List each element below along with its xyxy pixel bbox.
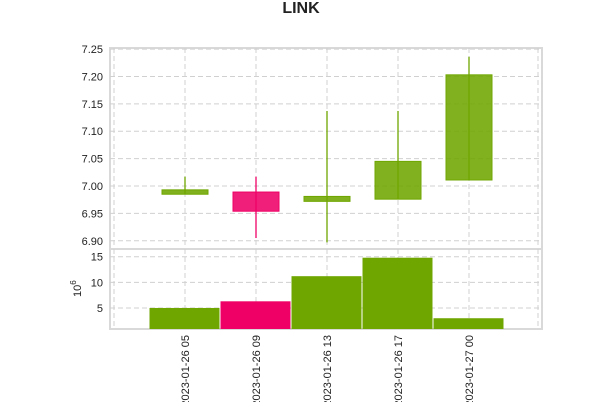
x-tick-label: 2023-01-26 05 xyxy=(180,335,192,402)
volume-axis-label: 106 xyxy=(69,280,84,297)
x-tick-label: 2023-01-26 17 xyxy=(393,335,405,402)
price-tick-label: 7.00 xyxy=(82,181,103,193)
chart-title: LINK xyxy=(282,0,320,17)
volume-axis-ticks: 5 10 15 xyxy=(91,252,103,315)
volume-bar xyxy=(362,257,433,329)
price-tick-label: 6.95 xyxy=(82,208,103,220)
volume-bar xyxy=(433,318,504,329)
price-tick-label: 7.20 xyxy=(82,71,103,83)
price-axis-ticks: 6.90 6.95 7.00 7.05 7.10 7.15 7.20 7.25 xyxy=(82,44,103,248)
volume-tick-label: 10 xyxy=(91,277,103,289)
volume-bar xyxy=(220,301,291,329)
candle-body xyxy=(374,160,422,200)
candle-body xyxy=(161,189,209,195)
volume-bar xyxy=(149,307,220,329)
candle-body xyxy=(303,195,351,202)
x-axis-ticks: 2023-01-26 05 2023-01-26 09 2023-01-26 13 2… xyxy=(180,335,476,402)
x-tick-label: 2023-01-26 13 xyxy=(322,335,334,402)
volume-tick-label: 15 xyxy=(91,252,103,264)
price-panel: 6.90 6.95 7.00 7.05 7.10 7.15 7.20 7.25 xyxy=(82,44,543,250)
volume-axis-label-exponent: 6 xyxy=(69,280,78,285)
volume-bar xyxy=(291,276,362,329)
candle-body xyxy=(445,74,493,181)
x-tick-label: 2023-01-26 09 xyxy=(251,335,263,402)
volume-bars xyxy=(149,257,504,329)
candles xyxy=(161,56,493,243)
volume-tick-label: 5 xyxy=(97,303,103,315)
candle-body xyxy=(232,191,280,212)
price-tick-label: 7.15 xyxy=(82,99,103,111)
price-tick-label: 7.10 xyxy=(82,126,103,138)
price-tick-label: 7.25 xyxy=(82,44,103,56)
price-tick-label: 7.05 xyxy=(82,154,103,166)
price-tick-label: 6.90 xyxy=(82,236,103,248)
x-tick-label: 2023-01-27 00 xyxy=(464,335,476,402)
volume-axis-label-base: 10 xyxy=(72,285,84,297)
